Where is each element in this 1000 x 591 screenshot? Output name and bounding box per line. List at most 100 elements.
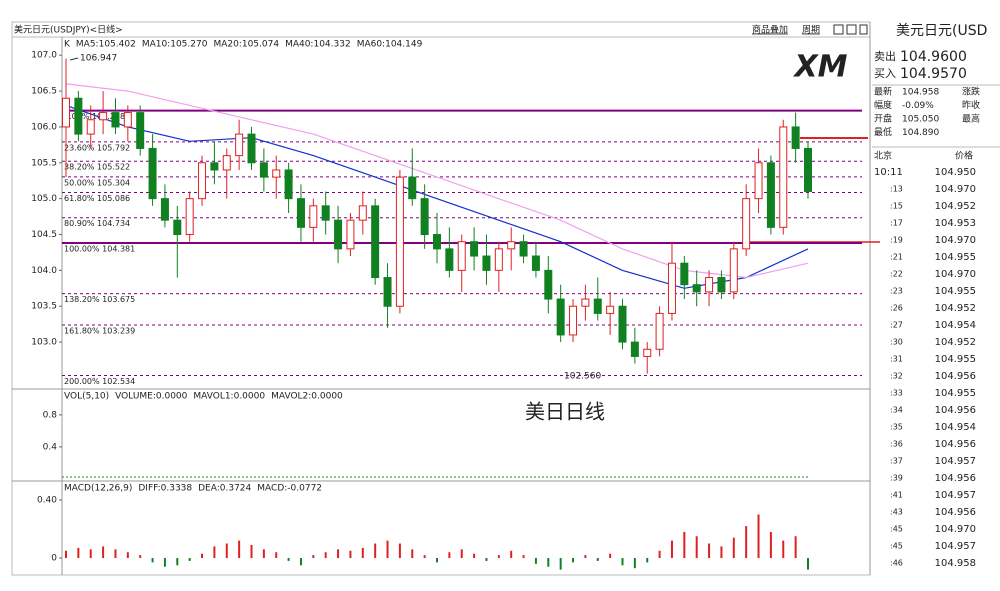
tick-price: 104.957: [935, 541, 976, 552]
fib-label: 200.00% 102.534: [64, 377, 135, 386]
tick-price: 104.954: [935, 422, 976, 433]
candle-body: [408, 176, 417, 200]
watermark: 美日日线: [525, 400, 605, 424]
tick-time: :46: [890, 559, 903, 568]
candle-body: [705, 277, 714, 293]
candle-body: [470, 241, 479, 257]
tick-price: 104.970: [935, 235, 976, 246]
tick-time: :33: [890, 389, 903, 398]
y-tick-label: 107.0: [31, 51, 57, 61]
tick-price: 104.952: [935, 303, 976, 314]
candle-body: [742, 198, 751, 250]
tick-time: :13: [890, 185, 903, 194]
candle-body: [717, 277, 726, 293]
candle-body: [445, 248, 454, 271]
tick-time: :45: [890, 542, 903, 551]
quote-row: 幅度: [874, 99, 892, 111]
candle-body: [618, 305, 627, 343]
candle-body: [284, 169, 293, 200]
candle-body: [309, 205, 318, 228]
y-tick-label: 103.5: [31, 302, 57, 312]
candle-body: [198, 162, 207, 200]
candle-body: [804, 147, 812, 192]
candle-body: [235, 133, 244, 157]
icon[interactable]: [859, 24, 868, 35]
quote-tail: 0: [958, 49, 967, 65]
y-tick-label: 103.0: [31, 338, 57, 348]
y-tick-label: 0: [51, 554, 57, 564]
candle-body: [643, 348, 652, 357]
candle-body: [519, 241, 528, 257]
tick-time: :36: [890, 440, 903, 449]
logo-box: [779, 48, 863, 86]
time-header: 北京: [874, 150, 892, 162]
candle-body: [395, 176, 404, 307]
candle-body: [779, 126, 788, 228]
candle-body: [593, 298, 602, 314]
candle-body: [569, 305, 578, 336]
tick-price: 104.970: [935, 524, 976, 535]
candle-body: [296, 198, 305, 228]
indicator-label: MA5:105.402: [76, 40, 136, 50]
candle-body: [148, 147, 157, 200]
candle-body: [173, 219, 182, 236]
tick-time: :30: [890, 338, 903, 347]
quote-row: -0.09%: [902, 101, 934, 111]
tick-price: 104.970: [935, 184, 976, 195]
y-tick-label: 104.5: [31, 230, 57, 240]
candle-body: [680, 262, 689, 286]
candle-body: [321, 205, 330, 221]
candle-body: [692, 284, 701, 293]
candle-body: [556, 298, 565, 336]
indicator-label: MA40:104.332: [285, 40, 351, 50]
indicator-label: MA10:105.270: [142, 40, 208, 50]
quote-row: 最低: [874, 126, 892, 138]
tick-time: :45: [890, 525, 903, 534]
indicator-label: VOL(5,10): [64, 392, 109, 402]
candle-body: [482, 255, 491, 271]
high-note: 106.947: [80, 54, 117, 64]
indicator-label: DIFF:0.3338: [138, 484, 192, 494]
candle-body: [457, 241, 466, 271]
overlay-link[interactable]: 商品叠加: [752, 24, 788, 36]
candle-body: [136, 112, 145, 149]
tick-price: 104.952: [935, 201, 976, 212]
candle-body: [99, 112, 108, 121]
candle-body: [160, 198, 169, 221]
indicator-label: K: [64, 40, 71, 50]
y-tick-label: 106.0: [31, 122, 57, 132]
candle-body: [420, 198, 429, 236]
indicator-label: MACD:-0.0772: [257, 484, 322, 494]
tick-time: :35: [890, 423, 903, 432]
tick-time: :37: [890, 457, 903, 466]
quote-row: 最新: [874, 86, 892, 98]
tick-price: 104.954: [935, 320, 976, 331]
tick-price: 104.955: [935, 252, 976, 263]
candle-body: [791, 126, 800, 149]
icon[interactable]: [846, 24, 857, 35]
tick-time: :27: [890, 321, 903, 330]
layout-icons[interactable]: [833, 24, 868, 35]
candle-body: [334, 219, 343, 250]
tick-price: 104.956: [935, 371, 976, 382]
indicator-label: MACD(12,26,9): [64, 484, 132, 494]
quote-row: 104.890: [902, 128, 939, 138]
time-header: 价格: [955, 150, 973, 162]
candle-body: [259, 162, 268, 178]
tick-price: 104.952: [935, 337, 976, 348]
icon[interactable]: [833, 24, 844, 35]
indicator-label: MAVOL1:0.0000: [193, 392, 265, 402]
chart-frame: [11, 21, 871, 576]
candle-body: [346, 219, 355, 250]
period-link[interactable]: 周期: [802, 25, 820, 36]
indicator-label: MAVOL2:0.0000: [271, 392, 343, 402]
tick-time: 10:11: [874, 167, 903, 178]
y-tick-label: 0.4: [43, 442, 58, 452]
fib-label: 100.00% 104.381: [64, 245, 135, 254]
low-note: 102.560: [564, 372, 601, 382]
indicator-label: MA60:104.149: [357, 40, 423, 50]
quote-label: 买入: [874, 67, 896, 80]
quote-row: 开盘: [874, 113, 892, 125]
tick-time: :43: [890, 508, 903, 517]
tick-price: 104.955: [935, 354, 976, 365]
